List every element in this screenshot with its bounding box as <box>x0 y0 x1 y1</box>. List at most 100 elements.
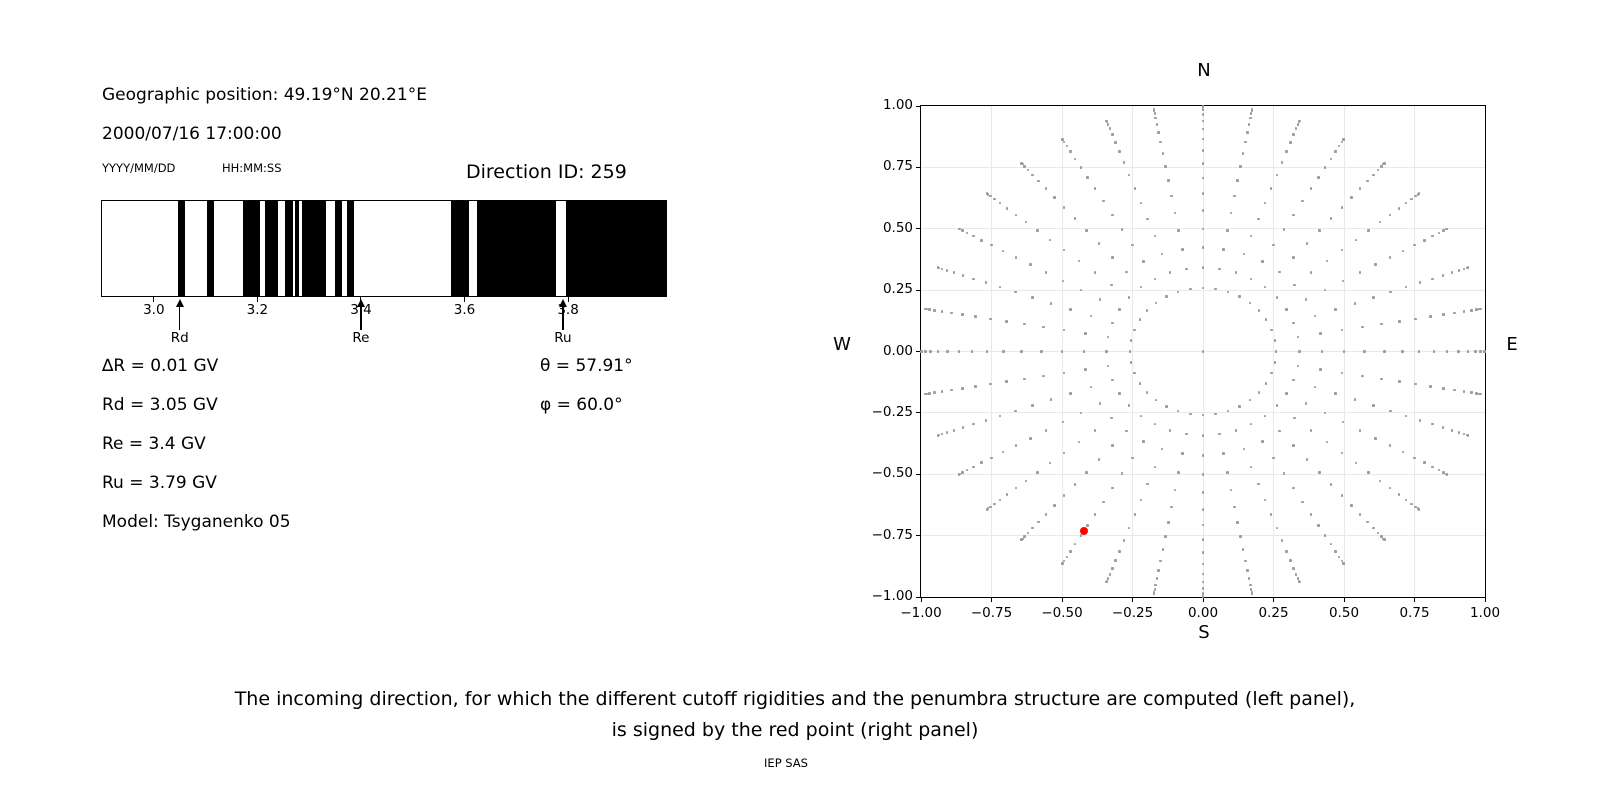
direction-grid-dot <box>1201 413 1205 417</box>
direction-grid-dot <box>1105 119 1108 123</box>
direction-grid-dot <box>1275 526 1279 530</box>
direction-grid-dot <box>1292 378 1295 382</box>
direction-grid-dot <box>1201 454 1205 457</box>
direction-grid-dot <box>1358 271 1362 274</box>
direction-grid-dot <box>1002 350 1005 353</box>
direction-grid-dot <box>1105 580 1108 584</box>
direction-grid-dot <box>1289 559 1292 562</box>
direction-grid-dot <box>1177 471 1180 474</box>
direction-grid-dot <box>1250 108 1254 111</box>
cutoff-marker-arrowhead <box>175 299 184 307</box>
direction-grid-dot <box>1023 377 1026 381</box>
direction-grid-dot <box>1167 179 1170 182</box>
gridline-horizontal <box>921 535 1485 537</box>
direction-grid-dot <box>1417 192 1421 195</box>
direction-grid-dot <box>952 271 956 274</box>
direction-grid-dot <box>1222 452 1225 455</box>
direction-grid-dot <box>1442 471 1445 474</box>
direction-grid-dot <box>1442 229 1445 232</box>
direction-grid-dot <box>1423 461 1426 464</box>
direction-grid-dot <box>1181 248 1184 251</box>
gridline-horizontal <box>921 412 1485 414</box>
direction-grid-dot <box>1414 317 1417 321</box>
direction-grid-dot <box>1097 242 1101 245</box>
direction-grid-dot <box>1020 538 1023 541</box>
direction-grid-dot <box>1389 409 1392 413</box>
direction-grid-dot <box>1372 404 1375 407</box>
direction-grid-dot <box>1323 288 1327 292</box>
direction-grid-dot <box>1152 108 1156 111</box>
direction-grid-dot <box>924 392 927 396</box>
direction-grid-dot <box>1131 456 1134 460</box>
direction-grid-dot <box>998 498 1002 502</box>
penumbra-allowed-band <box>207 201 214 296</box>
direction-grid-dot <box>1108 573 1112 576</box>
direction-grid-dot <box>1077 440 1081 444</box>
direction-grid-dot <box>1097 458 1101 461</box>
direction-grid-dot <box>1201 572 1205 576</box>
direction-grid-dot <box>1367 471 1370 474</box>
direction-grid-dot <box>1445 350 1449 353</box>
direction-grid-dot <box>1329 157 1333 161</box>
direction-grid-dot <box>984 281 988 284</box>
direction-grid-dot <box>1125 429 1128 433</box>
direction-grid-dot <box>974 385 977 388</box>
direction-grid-dot <box>928 392 931 395</box>
direction-grid-dot <box>1044 187 1048 190</box>
direction-grid-dot <box>972 234 975 238</box>
direction-grid-dot <box>1118 308 1121 311</box>
direction-grid-dot <box>961 471 964 474</box>
direction-grid-dot <box>1201 162 1205 165</box>
direction-grid-dot <box>965 231 969 235</box>
direction-grid-dot <box>1089 314 1093 318</box>
direction-grid-dot <box>1139 285 1143 289</box>
direction-grid-dot <box>1229 211 1233 215</box>
direction-grid-dot <box>1470 391 1473 394</box>
direction-grid-dot <box>1292 213 1295 217</box>
direction-grid-dot <box>924 307 927 311</box>
direction-grid-dot <box>957 473 961 476</box>
direction-grid-dot <box>1342 137 1346 141</box>
direction-grid-dot <box>1431 422 1434 426</box>
direction-grid-dot <box>1431 277 1434 281</box>
direction-grid-dot <box>1325 440 1329 444</box>
direction-grid-dot <box>1014 409 1017 413</box>
direction-grid-dot <box>952 429 956 432</box>
direction-grid-dot <box>1319 332 1322 335</box>
direction-grid-dot <box>1383 350 1386 353</box>
direction-grid-dot <box>993 502 996 506</box>
direction-grid-dot <box>1323 411 1327 415</box>
direction-grid-dot <box>1005 207 1009 210</box>
direction-grid-dot <box>919 350 923 353</box>
direction-grid-dot <box>1201 149 1205 152</box>
direction-grid-dot <box>1320 350 1324 353</box>
direction-grid-dot <box>1029 437 1032 440</box>
direction-grid-dot <box>1296 123 1300 126</box>
direction-grid-dot <box>1154 301 1158 305</box>
direction-grid-dot <box>1218 432 1221 436</box>
direction-grid-dot <box>1168 271 1172 274</box>
direction-grid-dot <box>1272 243 1275 247</box>
direction-grid-dot <box>1350 196 1353 199</box>
direction-grid-dot <box>1127 404 1131 407</box>
direction-grid-dot <box>1031 404 1034 407</box>
x-axis-tick <box>1414 597 1415 602</box>
direction-grid-dot <box>1354 238 1357 242</box>
direction-grid-dot <box>1309 513 1313 516</box>
direction-grid-dot <box>1374 263 1377 266</box>
direction-grid-dot <box>1389 290 1392 294</box>
direction-grid-dot <box>1138 382 1142 385</box>
direction-grid-dot <box>993 197 996 201</box>
direction-grid-dot <box>1201 246 1205 249</box>
direction-grid-dot <box>1479 350 1482 353</box>
direction-grid-dot <box>1093 187 1097 190</box>
x-axis-tick <box>920 597 922 602</box>
direction-grid-dot <box>990 243 993 247</box>
direction-grid-dot <box>1282 228 1286 231</box>
direction-grid-dot <box>1261 440 1264 443</box>
direction-grid-dot <box>1170 505 1173 509</box>
direction-grid-dot <box>1462 267 1466 271</box>
direction-grid-dot <box>1129 339 1133 342</box>
direction-grid-dot <box>1388 256 1392 259</box>
direction-grid-dot <box>989 505 992 509</box>
